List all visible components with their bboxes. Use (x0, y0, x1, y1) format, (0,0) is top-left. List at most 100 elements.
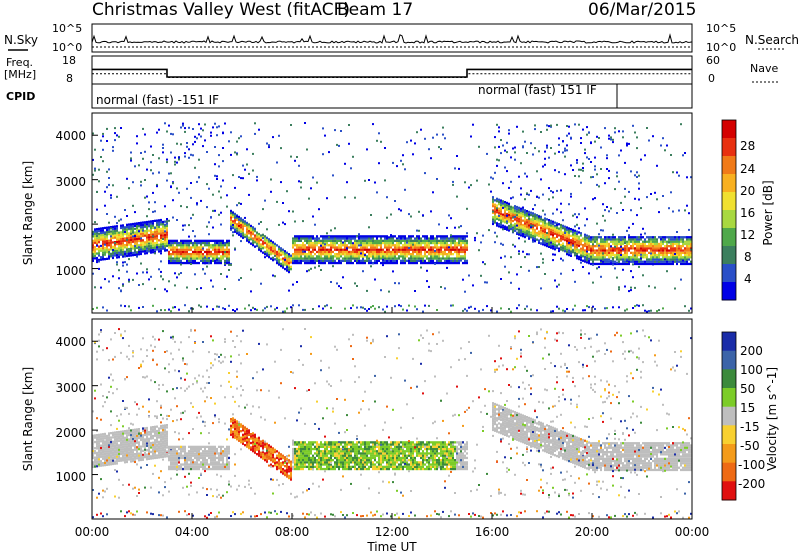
cell (280, 253, 282, 257)
cell (226, 248, 228, 251)
cell (686, 258, 688, 261)
cell (104, 233, 106, 236)
cell (120, 441, 122, 444)
cell (532, 225, 534, 229)
cell (464, 244, 466, 247)
cell (210, 246, 212, 249)
cell (394, 246, 396, 249)
cell (222, 307, 224, 310)
cell (98, 245, 100, 248)
cell (624, 245, 626, 248)
cell (198, 261, 200, 265)
cell (630, 170, 632, 173)
cell (176, 244, 178, 247)
cell (336, 261, 338, 265)
cell (650, 253, 652, 257)
cell (248, 229, 250, 233)
cell (296, 239, 298, 242)
cell (370, 237, 372, 240)
cell (266, 245, 268, 248)
cell (170, 246, 172, 249)
cell (152, 244, 154, 247)
cell (504, 214, 506, 217)
cell (224, 262, 226, 265)
cell (156, 243, 158, 247)
cell (276, 161, 278, 164)
cell (608, 249, 610, 252)
cell (108, 255, 110, 258)
cell (268, 240, 270, 243)
cell (544, 228, 546, 231)
cell (496, 235, 498, 238)
cell (240, 277, 242, 279)
cell (504, 166, 506, 169)
cell (120, 246, 122, 250)
cell (164, 220, 166, 223)
cell (232, 222, 234, 225)
cell (164, 233, 166, 237)
cell (650, 245, 652, 248)
cell (228, 244, 230, 247)
cell (170, 172, 172, 175)
cell (400, 261, 402, 265)
cell (642, 245, 644, 248)
cell (372, 255, 374, 258)
cell (260, 234, 262, 237)
cell (404, 237, 406, 240)
cell (380, 244, 382, 247)
cell (554, 225, 556, 229)
cell (664, 149, 666, 152)
cell (592, 176, 594, 178)
cell (238, 176, 240, 178)
cell (100, 234, 102, 237)
cell (552, 259, 554, 262)
cell (222, 253, 224, 256)
cell (640, 236, 642, 239)
cell (170, 255, 172, 258)
cell (138, 454, 140, 457)
cell (602, 242, 604, 246)
cell (116, 247, 118, 250)
cell (650, 242, 652, 246)
cell (114, 241, 116, 244)
cell (122, 233, 124, 236)
cell (336, 282, 338, 285)
cell (326, 244, 328, 247)
cell (170, 261, 172, 265)
cell (510, 216, 512, 220)
cell (410, 255, 412, 258)
cell (110, 226, 112, 229)
cell (558, 143, 560, 146)
cell (518, 217, 520, 221)
cell (158, 230, 160, 233)
cell (370, 261, 372, 265)
cell (310, 244, 312, 247)
cell (622, 236, 624, 239)
cell (214, 259, 216, 262)
cell (100, 139, 102, 142)
cell (382, 264, 384, 267)
cell (160, 250, 162, 253)
cell (96, 191, 98, 193)
cell (360, 235, 362, 238)
cell (202, 259, 204, 262)
cell (472, 284, 474, 287)
cell (514, 215, 516, 218)
cell (174, 241, 176, 245)
cell (604, 307, 606, 310)
cell (148, 457, 150, 460)
cell (310, 241, 312, 245)
cell (604, 245, 606, 248)
cell (572, 228, 574, 232)
cell (370, 214, 372, 216)
cell (604, 256, 606, 259)
cell (562, 249, 564, 252)
cell (492, 210, 494, 213)
cell (118, 478, 120, 481)
cell (316, 181, 318, 184)
cell (606, 157, 608, 160)
cell (234, 247, 236, 250)
cell (648, 242, 650, 246)
cell (172, 250, 174, 254)
cell (126, 238, 128, 241)
